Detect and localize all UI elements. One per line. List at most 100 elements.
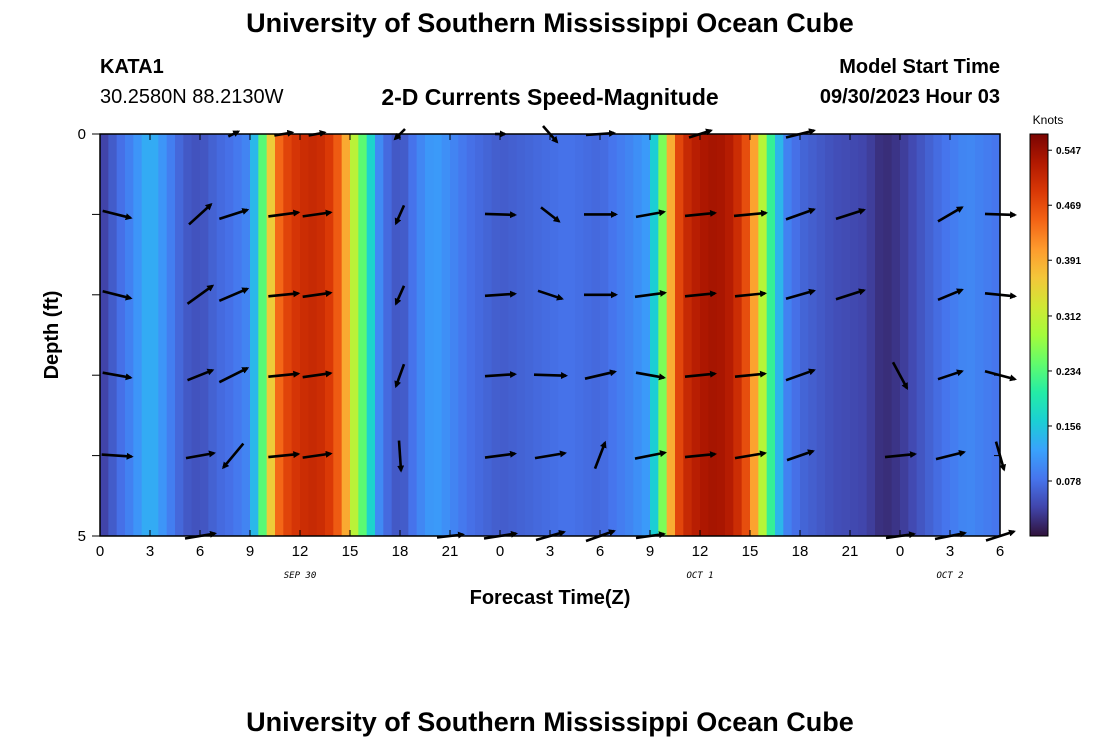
current-vector-arrow (484, 290, 517, 298)
colorbar-tick-label: 0.312 (1056, 312, 1081, 323)
current-vector-arrow (268, 209, 301, 218)
heatmap-cell (150, 134, 159, 536)
current-vector-arrow (937, 288, 964, 301)
heatmap-cell (550, 134, 559, 536)
x-tick-label: 0 (496, 543, 504, 560)
heatmap-cell (408, 134, 418, 536)
current-vector-arrow (935, 449, 966, 461)
current-vector-arrow (937, 206, 964, 223)
heatmap-cell (116, 134, 126, 536)
heatmap-cell (475, 134, 484, 536)
x-axis: 0 3 6 9 12 15 18 21 0 3 6 9 12 15 18 21 0 3 6 SEP 30 OCT 1 OC… (96, 134, 1004, 581)
heatmap-cell (850, 134, 859, 536)
current-vector-arrow (102, 209, 133, 221)
current-vector-arrow (684, 209, 717, 218)
heatmap-cell (133, 134, 143, 536)
heatmap-cell (658, 134, 668, 536)
heatmap-cell (241, 134, 251, 536)
current-vector-arrow (891, 361, 909, 390)
x-tick-label: 18 (392, 543, 409, 560)
station-id: KATA1 (100, 56, 164, 78)
heatmap-cell (666, 134, 676, 536)
current-vector-arrow (394, 204, 406, 226)
current-vector-arrow (537, 289, 564, 301)
heatmap-cell (175, 134, 184, 536)
heatmap-cell (941, 134, 951, 536)
heatmap-cell (916, 134, 926, 536)
heatmap-cell (425, 134, 434, 536)
chart-subtitle: 2-D Currents Speed-Magnitude (381, 84, 719, 110)
x-tick-label: 21 (442, 543, 459, 560)
heatmap-cell (616, 134, 626, 536)
heatmap-cell (716, 134, 726, 536)
current-vector-arrow (534, 450, 567, 460)
heatmap-cell (483, 134, 493, 536)
current-vector-arrow (684, 451, 717, 459)
heatmap-cell (633, 134, 643, 536)
x-tick-label: 18 (792, 543, 809, 560)
current-vector-arrow (584, 369, 617, 380)
heatmap-cell (516, 134, 526, 536)
y-axis: 05 (78, 126, 1000, 545)
heatmap-cell (191, 134, 201, 536)
current-vector-arrow (185, 450, 216, 460)
chart-title: University of Southern Mississippi Ocean… (246, 8, 854, 38)
x-tick-label: 3 (146, 543, 154, 560)
heatmap-cell (683, 134, 693, 536)
heatmap-cell (841, 134, 851, 536)
heatmap-cell (575, 134, 584, 536)
current-vector-arrow (785, 288, 816, 301)
heatmap-cell (316, 134, 326, 536)
heatmap-cell (450, 134, 459, 536)
current-vector-arrow (102, 290, 133, 301)
heatmap-cell (208, 134, 218, 536)
heatmap-cell (950, 134, 959, 536)
current-vector-arrow (484, 450, 517, 459)
x-tick-label: 21 (842, 543, 859, 560)
heatmap-cell (825, 134, 834, 536)
second-chart-title: University of Southern Mississippi Ocean… (246, 707, 854, 737)
heatmap-cell (258, 134, 268, 536)
heatmap-cell (708, 134, 718, 536)
date-label: OCT 2 (936, 571, 963, 581)
current-vector-arrow (634, 289, 667, 299)
heatmap-cell (591, 134, 601, 536)
current-vector-arrow (268, 290, 301, 298)
heatmap-cell (583, 134, 593, 536)
colorbar-gradient (1029, 133, 1049, 537)
heatmap-cell (758, 134, 768, 536)
heatmap-cell (816, 134, 826, 536)
current-vector-arrow (635, 371, 666, 381)
current-vector-arrow (218, 367, 250, 384)
heatmap-cell (358, 134, 368, 536)
current-vector-arrow (634, 450, 667, 460)
date-label: SEP 30 (284, 571, 317, 581)
station-coordinates: 30.2580N 88.2130W (100, 86, 284, 108)
heatmap-cell (700, 134, 709, 536)
heatmap-cell (675, 134, 684, 536)
current-vector-arrow (222, 442, 245, 470)
heatmap-cell (650, 134, 659, 536)
x-tick-label: 6 (196, 543, 204, 560)
heatmap-cell (733, 134, 743, 536)
current-vector-arrow (484, 211, 517, 219)
x-tick-label: 6 (596, 543, 604, 560)
heatmap-cell (891, 134, 901, 536)
current-vector-arrow (734, 290, 767, 298)
current-vector-arrow (101, 452, 134, 460)
heatmap-cell (325, 134, 334, 536)
heatmap-cell (983, 134, 993, 536)
colorbar-tick-label: 0.547 (1056, 146, 1081, 157)
heatmap-cell (466, 134, 476, 536)
x-tick-label: 3 (946, 543, 954, 560)
current-vector-arrow (188, 203, 213, 226)
current-vector-arrow (593, 440, 607, 470)
current-vector-arrow (540, 206, 561, 223)
current-vector-arrow (785, 207, 816, 221)
heatmap-cell (725, 134, 734, 536)
current-vector-arrow (733, 209, 768, 218)
heatmap-cell (141, 134, 151, 536)
x-tick-label: 15 (742, 543, 759, 560)
date-label: OCT 1 (686, 571, 713, 581)
heatmap-cell (441, 134, 451, 536)
